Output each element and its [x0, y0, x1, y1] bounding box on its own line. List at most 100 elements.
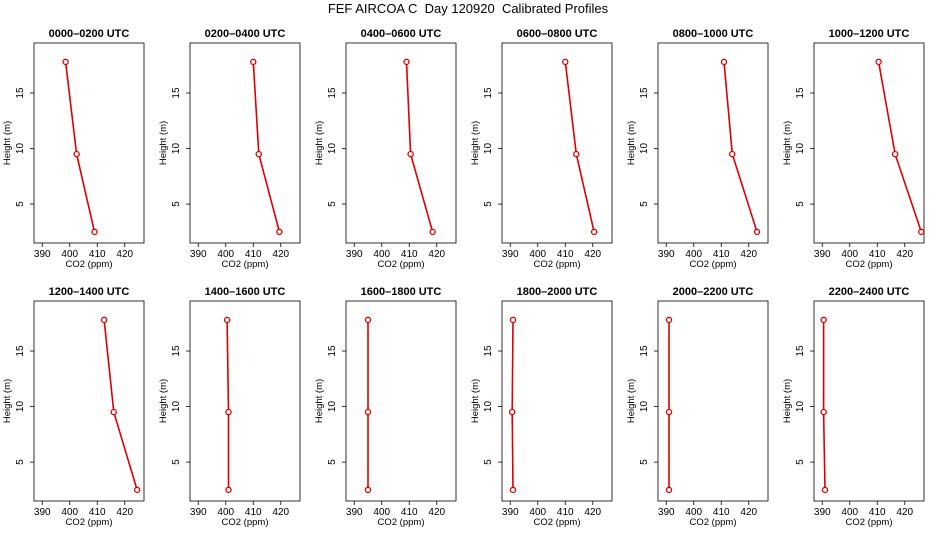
- x-tick-label: 410: [89, 249, 106, 260]
- y-tick-label: 15: [795, 87, 806, 99]
- panel-title: 0200–0400 UTC: [205, 28, 286, 40]
- co2-profile-point: [820, 408, 827, 416]
- x-axis-label: CO2 (ppm): [534, 517, 581, 528]
- x-tick-label: 410: [89, 507, 106, 518]
- y-axis-label: Height (m): [626, 121, 637, 165]
- x-tick-label: 390: [502, 249, 519, 260]
- panel-title: 0600–0800 UTC: [517, 28, 598, 40]
- panel-title: 1600–1800 UTC: [361, 286, 442, 298]
- y-tick-label: 5: [639, 459, 650, 465]
- y-tick-label: 15: [15, 87, 26, 99]
- co2-profile-point: [91, 228, 98, 236]
- y-tick-label: 15: [327, 345, 338, 357]
- x-tick-label: 420: [428, 507, 445, 518]
- plot-frame: [501, 300, 613, 502]
- y-axis-label: Height (m): [2, 379, 13, 423]
- plot-frame: [813, 42, 925, 244]
- x-tick-label: 410: [557, 249, 574, 260]
- co2-profile-point: [223, 316, 231, 324]
- x-tick-label: 390: [190, 249, 207, 260]
- y-tick-label: 10: [327, 143, 338, 155]
- y-tick-label: 10: [483, 143, 494, 155]
- co2-profile-point: [403, 58, 410, 66]
- x-tick-label: 400: [61, 249, 78, 260]
- x-tick-label: 420: [272, 249, 289, 260]
- panel-title: 1400–1600 UTC: [205, 286, 286, 298]
- page-title: FEF AIRCOA C Day 120920 Calibrated Profi…: [327, 1, 609, 16]
- panel-title: 2200–2400 UTC: [829, 286, 910, 298]
- co2-profile-point: [62, 58, 69, 66]
- co2-profile-point: [753, 228, 761, 236]
- x-tick-label: 420: [272, 507, 289, 518]
- x-tick-label: 410: [869, 249, 886, 260]
- x-axis-label: CO2 (ppm): [846, 517, 893, 528]
- co2-profile-point: [720, 58, 728, 66]
- x-tick-label: 410: [245, 249, 262, 260]
- y-tick-label: 10: [639, 401, 650, 413]
- x-tick-label: 390: [658, 507, 675, 518]
- y-tick-label: 5: [15, 201, 26, 207]
- y-tick-label: 10: [15, 401, 26, 413]
- x-tick-label: 400: [529, 507, 546, 518]
- y-tick-label: 5: [795, 201, 806, 207]
- panel-title: 1000–1200 UTC: [829, 28, 910, 40]
- y-tick-label: 5: [327, 459, 338, 465]
- plot-frame: [657, 42, 769, 244]
- co2-profile-point: [276, 228, 283, 236]
- y-tick-label: 5: [795, 459, 806, 465]
- co2-profile-point: [249, 58, 257, 66]
- x-axis-label: CO2 (ppm): [66, 259, 113, 270]
- y-tick-label: 15: [795, 345, 806, 357]
- plot-frame: [657, 300, 769, 502]
- y-tick-label: 10: [639, 143, 650, 155]
- x-axis-label: CO2 (ppm): [846, 259, 893, 270]
- x-tick-label: 410: [869, 507, 886, 518]
- y-tick-label: 5: [483, 459, 494, 465]
- x-axis-label: CO2 (ppm): [690, 517, 737, 528]
- co2-profile-point: [110, 408, 118, 416]
- x-tick-label: 400: [685, 507, 702, 518]
- x-tick-label: 410: [245, 507, 262, 518]
- panel-title: 1800–2000 UTC: [517, 286, 598, 298]
- y-tick-label: 5: [171, 459, 182, 465]
- co2-profile-point: [729, 150, 736, 158]
- x-tick-label: 400: [61, 507, 78, 518]
- y-tick-label: 15: [327, 87, 338, 99]
- x-tick-label: 410: [713, 249, 730, 260]
- y-axis-label: Height (m): [2, 121, 13, 165]
- co2-profile-point: [508, 408, 516, 416]
- x-tick-label: 400: [217, 507, 234, 518]
- x-tick-label: 400: [685, 249, 702, 260]
- co2-profile-point: [562, 58, 569, 66]
- y-axis-label: Height (m): [158, 379, 169, 423]
- co2-profile-point: [821, 486, 829, 494]
- y-tick-label: 15: [171, 87, 182, 99]
- plot-frame: [345, 42, 457, 244]
- plot-frame: [33, 42, 145, 244]
- co2-profile-point: [73, 150, 80, 158]
- co2-profile-point: [918, 228, 925, 236]
- x-axis-label: CO2 (ppm): [690, 259, 737, 270]
- x-tick-label: 400: [529, 249, 546, 260]
- x-tick-label: 390: [502, 507, 519, 518]
- co2-profile-point: [429, 228, 436, 236]
- co2-profile-line: [511, 319, 514, 490]
- x-tick-label: 420: [896, 249, 913, 260]
- co2-profile-point: [820, 316, 827, 324]
- y-tick-label: 10: [171, 401, 182, 413]
- co2-profile-line: [877, 61, 923, 233]
- x-tick-label: 390: [658, 249, 675, 260]
- x-tick-label: 390: [346, 249, 363, 260]
- co2-profile-line: [564, 61, 595, 233]
- co2-profile-line: [723, 61, 758, 233]
- x-tick-label: 400: [373, 507, 390, 518]
- x-axis-label: CO2 (ppm): [222, 517, 269, 528]
- x-tick-label: 400: [373, 249, 390, 260]
- y-axis-label: Height (m): [314, 379, 325, 423]
